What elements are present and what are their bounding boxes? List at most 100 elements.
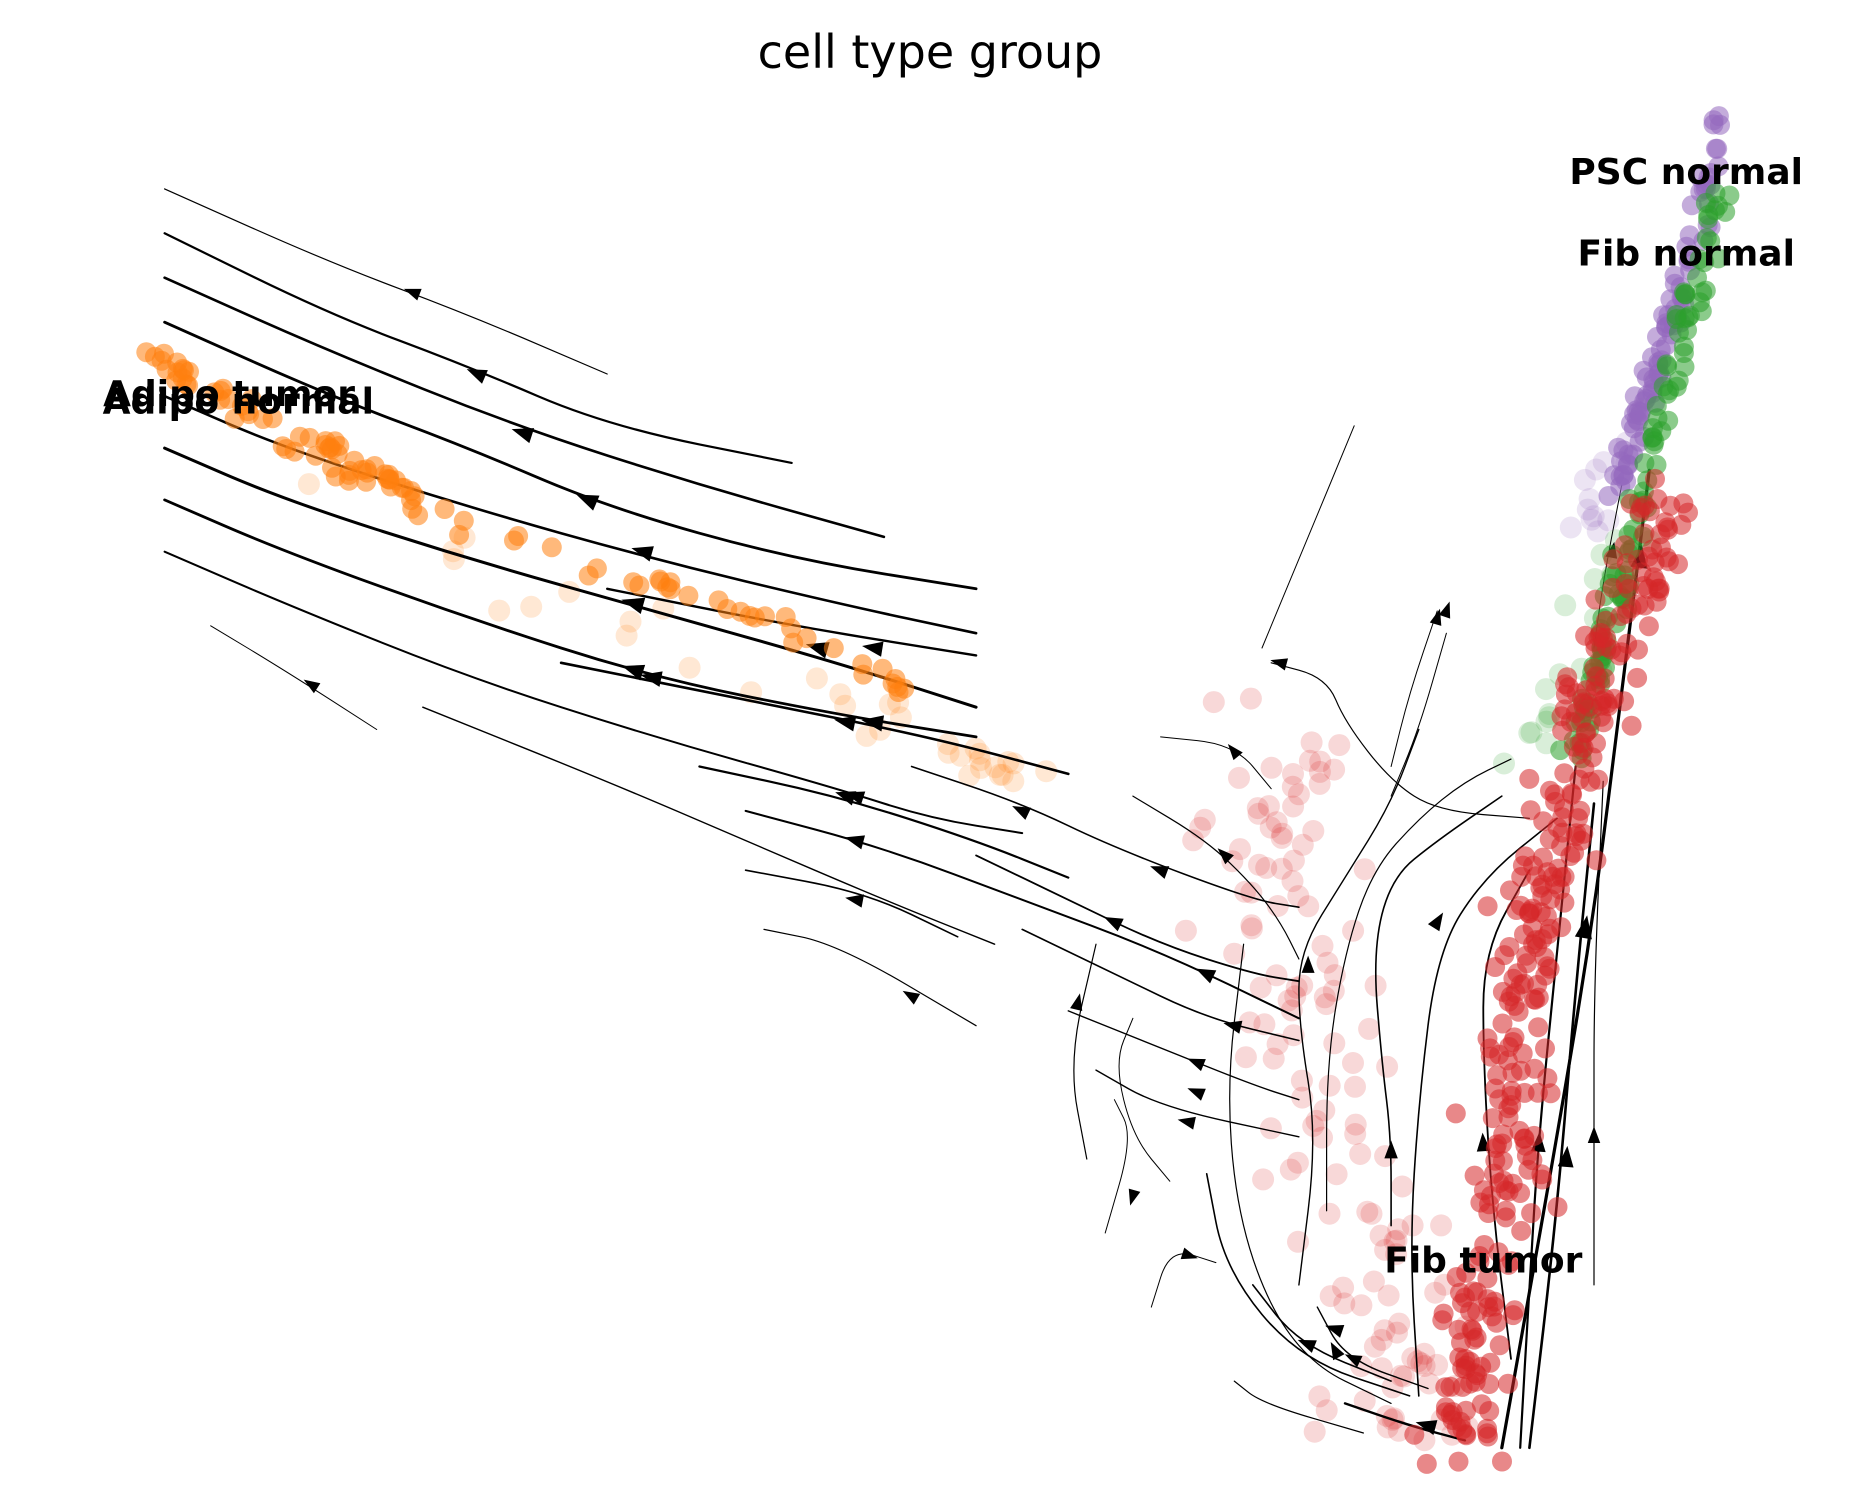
streamline-38-arrow-0: [1330, 1341, 1345, 1361]
fib-tumor-faint-point: [1401, 1347, 1424, 1369]
adipo-normal-faint-point: [488, 599, 511, 622]
psc-normal-faint-point: [1585, 458, 1608, 481]
fib-tumor-faint-point: [1318, 1074, 1341, 1097]
fib-tumor-point: [1621, 715, 1642, 736]
streamline-24: [1118, 1017, 1171, 1182]
fib-tumor-point: [1547, 1197, 1568, 1217]
fib-tumor-faint-point: [1228, 766, 1250, 789]
fib-tumor-point: [1673, 493, 1694, 514]
streamline-19-arrow-1: [1187, 1088, 1206, 1101]
streamline-26: [1298, 728, 1420, 1286]
adipo-normal-point: [887, 676, 908, 697]
fib-tumor-point: [1494, 945, 1515, 966]
fib-tumor-point: [1596, 627, 1616, 648]
adipo-normal-faint-point: [834, 694, 857, 717]
streamline-5: [163, 446, 978, 709]
streamline-25: [1270, 662, 1530, 819]
streamline-42-arrow-0: [1180, 1247, 1198, 1260]
adipo-normal-point: [730, 601, 751, 622]
fib-tumor-point: [1477, 1028, 1498, 1049]
fib-tumor-faint-point: [1356, 1200, 1379, 1223]
fib-tumor-point: [1528, 1017, 1549, 1038]
streamline-14: [744, 869, 959, 938]
streamline-1-arrow-0: [466, 369, 488, 384]
fib-tumor-faint-point: [1308, 1385, 1331, 1408]
fib-tumor-point: [1498, 1373, 1518, 1394]
streamline-17-arrow-0: [1103, 916, 1124, 932]
fib-tumor-faint-point: [1406, 1350, 1429, 1373]
streamline-8-arrow-0: [303, 679, 321, 694]
fib-normal-point: [1673, 336, 1694, 357]
fib-tumor-faint-point: [1316, 951, 1339, 974]
adipo-normal-faint-point: [855, 724, 878, 747]
fib-tumor-faint-point: [1328, 734, 1351, 757]
fib-tumor-point: [1532, 874, 1553, 895]
fib-tumor-point: [1645, 468, 1665, 489]
fib-tumor-point: [1554, 866, 1575, 887]
streamline-36: [1205, 1173, 1411, 1397]
fib-tumor-faint-point: [1302, 820, 1325, 842]
fib-normal-point: [1668, 370, 1689, 391]
streamline-28-arrow-0: [1384, 1140, 1398, 1159]
fib-tumor-faint-point: [1270, 857, 1293, 880]
fib-tumor-faint-point: [1285, 976, 1308, 999]
fib-tumor-faint-point: [1388, 1312, 1411, 1335]
fib-tumor-faint-point: [1424, 1281, 1447, 1304]
fib-tumor-faint-point: [1383, 1407, 1405, 1430]
fib-tumor-point: [1627, 667, 1648, 688]
adipo-tumor-point: [344, 450, 365, 471]
streamline-37: [1252, 1284, 1392, 1382]
fib-tumor-faint-point: [1271, 822, 1294, 845]
fib-normal-point: [1719, 185, 1740, 206]
adipo-normal-point: [781, 618, 802, 639]
fib-tumor-faint-point: [1265, 964, 1288, 987]
streamline-38: [1316, 1306, 1429, 1390]
streamline-43: [1261, 425, 1355, 649]
fib-tumor-point: [1510, 895, 1531, 916]
psc-normal-point: [1708, 156, 1729, 177]
fib-tumor-faint-point: [1426, 1353, 1449, 1376]
fib-tumor-faint-point: [1257, 795, 1280, 818]
fib-tumor-point: [1467, 1301, 1488, 1322]
streamline-0-arrow-0: [403, 288, 422, 301]
fib-tumor-point: [1565, 826, 1586, 847]
fib-tumor-faint-point: [1413, 1355, 1436, 1377]
streamline-8: [210, 625, 378, 730]
fib-tumor-faint-point: [1370, 1328, 1393, 1351]
fib-normal-faint-point: [1493, 752, 1515, 775]
cluster-label-psc-normal: PSC normal: [1569, 152, 1803, 193]
fib-tumor-faint-point: [1284, 985, 1307, 1008]
streamline-4-arrow-0: [631, 546, 654, 562]
fib-tumor-faint-point: [1266, 1033, 1289, 1056]
streamline-22-arrow-0: [1217, 848, 1234, 865]
fib-tumor-faint-point: [1325, 1163, 1348, 1186]
fib-tumor-point: [1540, 1083, 1561, 1104]
fib-tumor-faint-point: [1308, 760, 1331, 783]
fib-tumor-point: [1501, 1080, 1522, 1101]
fib-tumor-faint-point: [1174, 919, 1197, 942]
fib-tumor-point: [1523, 989, 1544, 1010]
fib-tumor-faint-point: [1344, 1123, 1367, 1145]
faint-points-layer: [297, 397, 1662, 1452]
fib-tumor-point: [1485, 1078, 1506, 1099]
adipo-tumor-point: [238, 401, 258, 422]
psc-normal-faint-point: [1580, 508, 1603, 531]
streamline-18: [1021, 928, 1300, 1042]
streamline-27: [1326, 758, 1512, 1212]
psc-normal-point: [1664, 265, 1685, 286]
fib-tumor-faint-point: [1229, 838, 1251, 861]
fib-tumor-point: [1495, 1207, 1516, 1228]
fib-tumor-faint-point: [1430, 1214, 1453, 1237]
fib-tumor-faint-point: [1385, 1229, 1408, 1252]
fib-tumor-faint-point: [1362, 1270, 1385, 1293]
fib-tumor-faint-point: [1281, 870, 1304, 893]
fib-tumor-point: [1477, 896, 1498, 917]
fib-tumor-faint-point: [1262, 1047, 1285, 1070]
streamline-9: [422, 706, 996, 945]
fib-tumor-point: [1471, 1356, 1492, 1377]
fib-tumor-point: [1634, 523, 1655, 544]
fib-tumor-point: [1647, 489, 1668, 509]
fib-tumor-faint-point: [1286, 1151, 1309, 1174]
fib-tumor-point: [1585, 589, 1606, 610]
